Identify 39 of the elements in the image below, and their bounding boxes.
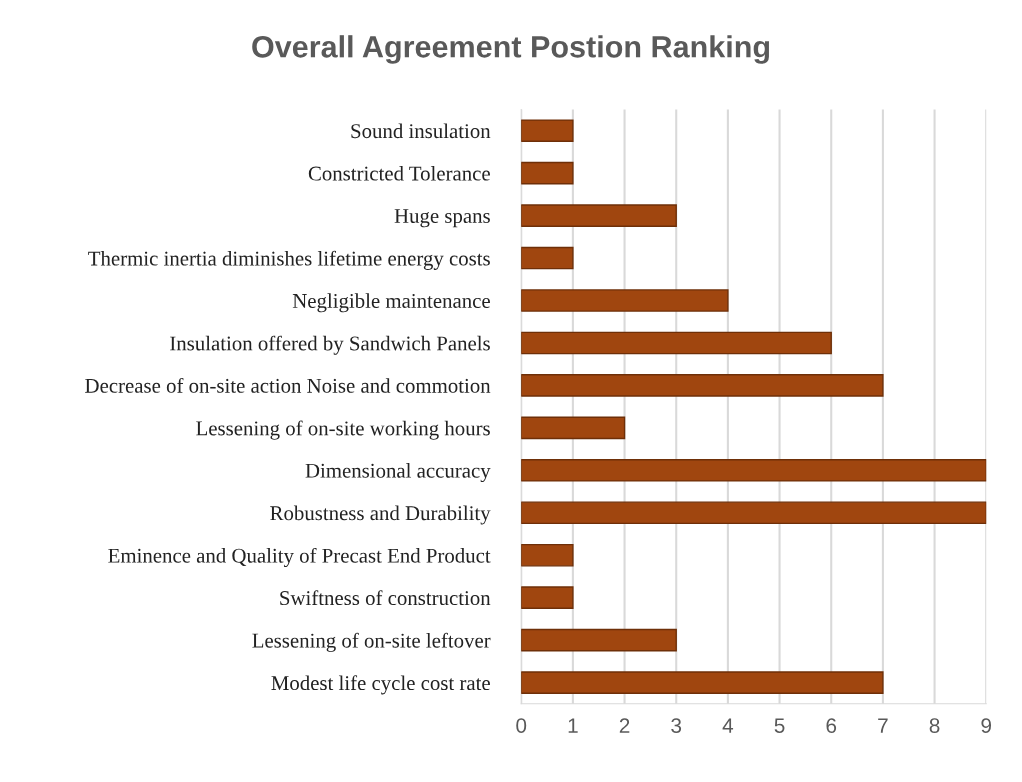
x-tick-label: 6 [826,718,837,733]
bar [521,501,987,525]
bar [521,671,884,694]
y-tick-label: Lessening of on-site working hours [196,420,490,440]
x-tick-label: 4 [722,718,734,733]
bar [521,586,574,609]
x-tick-label: 3 [671,718,682,733]
y-tick-label: Huge spans [394,209,490,228]
y-tick-label: Robustness and Durability [270,505,491,525]
y-tick-label: Dimensional accuracy [305,463,491,483]
bar [521,204,677,227]
x-tick-label: 2 [619,718,630,733]
y-tick-label: Eminence and Quality of Precast End Product [108,547,491,568]
bar [521,331,832,355]
y-tick-label: Decrease of on-site action Noise and commotion [85,377,491,393]
x-tick-label: 8 [929,718,940,733]
bar [521,543,574,567]
bar [521,246,574,270]
bar [521,374,884,397]
y-tick-label: Thermic inertia diminishes lifetime energy costs [88,250,490,270]
y-tick-label: Constricted Tolerance [308,165,490,181]
bar [521,459,987,482]
bar [521,119,574,143]
bar [521,628,677,652]
y-tick-label: Sound insulation [351,123,491,139]
y-tick-label: Lessening of on-site leftover [252,632,491,652]
bar [521,289,729,312]
x-tick-label: 7 [878,718,888,733]
chart-title: Overall Agreement Postion Ranking [252,35,770,64]
y-tick-label: Insulation offered by Sandwich Panels [170,335,490,355]
y-tick-label: Swiftness of construction [280,590,491,606]
x-tick-label: 9 [981,718,992,733]
y-tick-label: Negligible maintenance [292,293,490,313]
bar [521,161,574,185]
bar [521,416,626,440]
x-tick-label: 5 [774,718,785,733]
x-tick-label: 1 [568,718,578,733]
y-tick-label: Modest life cycle cost rate [271,675,490,695]
x-tick-label: 0 [516,718,527,733]
